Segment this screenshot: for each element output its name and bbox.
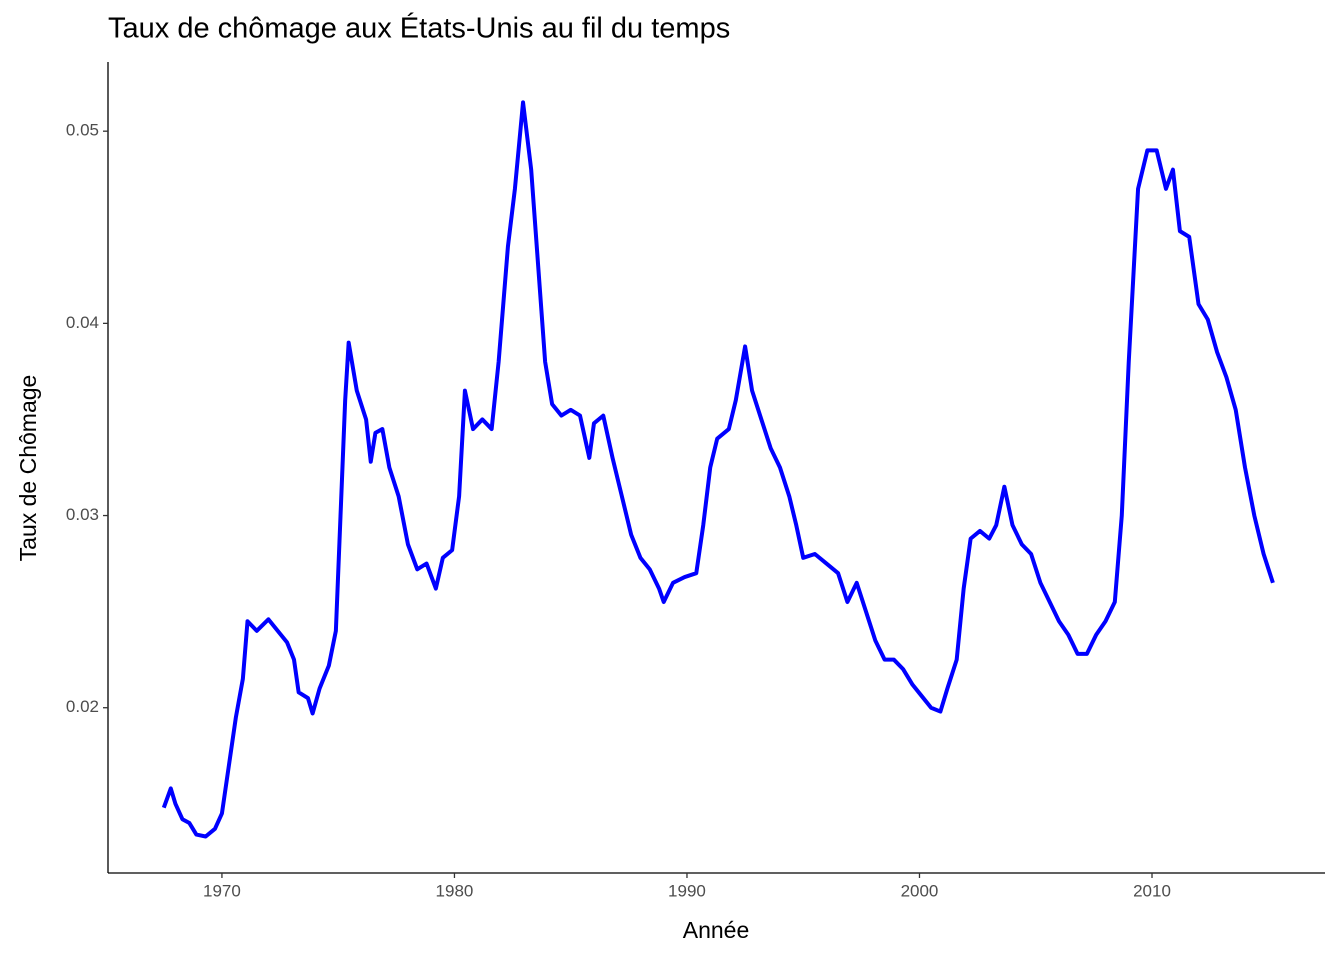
x-axis-label: Année: [683, 917, 750, 943]
x-tick-label: 1990: [668, 881, 706, 900]
x-tick-label: 2000: [901, 881, 939, 900]
y-tick-label: 0.02: [66, 697, 99, 716]
y-tick-label: 0.05: [66, 121, 99, 140]
x-tick-label: 1980: [436, 881, 474, 900]
y-tick-label: 0.03: [66, 505, 99, 524]
x-tick-label: 1970: [203, 881, 241, 900]
x-tick-label: 2010: [1133, 881, 1171, 900]
y-axis-label: Taux de Chômage: [15, 375, 41, 562]
chart-title: Taux de chômage aux États-Unis au fil du…: [108, 12, 730, 45]
y-tick-label: 0.04: [66, 313, 99, 332]
data-line: [161, 100, 1275, 839]
